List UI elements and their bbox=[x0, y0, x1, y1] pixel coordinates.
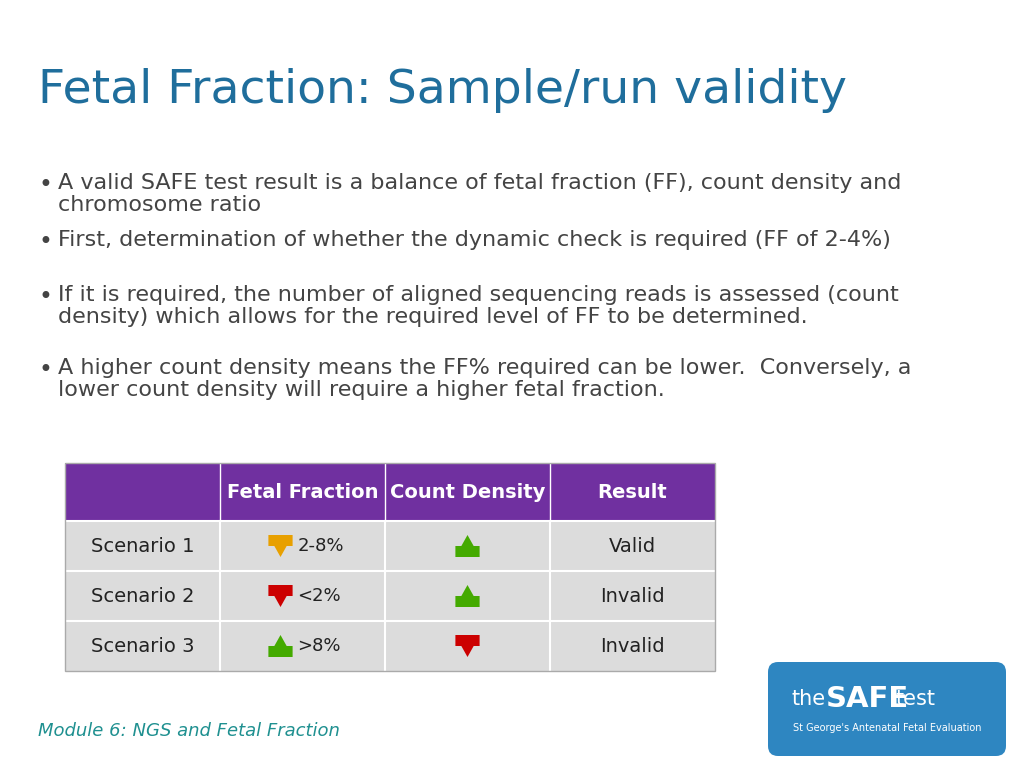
FancyBboxPatch shape bbox=[65, 463, 715, 521]
Text: If it is required, the number of aligned sequencing reads is assessed (count: If it is required, the number of aligned… bbox=[58, 285, 899, 305]
Text: SAFE: SAFE bbox=[826, 685, 909, 713]
Text: First, determination of whether the dynamic check is required (FF of 2-4%): First, determination of whether the dyna… bbox=[58, 230, 891, 250]
Text: Invalid: Invalid bbox=[600, 637, 665, 656]
Polygon shape bbox=[268, 585, 293, 607]
Text: lower count density will require a higher fetal fraction.: lower count density will require a highe… bbox=[58, 380, 665, 400]
Polygon shape bbox=[268, 535, 293, 557]
Polygon shape bbox=[456, 535, 479, 557]
FancyBboxPatch shape bbox=[65, 621, 715, 671]
Text: A higher count density means the FF% required can be lower.  Conversely, a: A higher count density means the FF% req… bbox=[58, 358, 911, 378]
Text: •: • bbox=[38, 173, 52, 197]
FancyBboxPatch shape bbox=[65, 571, 715, 621]
Text: Fetal Fraction: Fetal Fraction bbox=[226, 482, 378, 502]
Text: 2-8%: 2-8% bbox=[298, 537, 344, 555]
Text: Invalid: Invalid bbox=[600, 587, 665, 605]
Text: Scenario 1: Scenario 1 bbox=[91, 537, 195, 555]
Text: density) which allows for the required level of FF to be determined.: density) which allows for the required l… bbox=[58, 307, 808, 327]
FancyBboxPatch shape bbox=[768, 662, 1006, 756]
Text: test: test bbox=[896, 689, 936, 709]
Text: •: • bbox=[38, 285, 52, 309]
Text: Fetal Fraction: Sample/run validity: Fetal Fraction: Sample/run validity bbox=[38, 68, 847, 113]
Text: the: the bbox=[792, 689, 826, 709]
Polygon shape bbox=[456, 635, 479, 657]
Text: Result: Result bbox=[598, 482, 668, 502]
Text: •: • bbox=[38, 230, 52, 254]
Text: Module 6: NGS and Fetal Fraction: Module 6: NGS and Fetal Fraction bbox=[38, 722, 340, 740]
Text: Count Density: Count Density bbox=[390, 482, 545, 502]
Text: St George's Antenatal Fetal Evaluation: St George's Antenatal Fetal Evaluation bbox=[793, 723, 981, 733]
Text: Scenario 3: Scenario 3 bbox=[91, 637, 195, 656]
Text: chromosome ratio: chromosome ratio bbox=[58, 195, 261, 215]
Text: A valid SAFE test result is a balance of fetal fraction (FF), count density and: A valid SAFE test result is a balance of… bbox=[58, 173, 901, 193]
Text: <2%: <2% bbox=[298, 587, 341, 605]
Polygon shape bbox=[456, 585, 479, 607]
Text: Scenario 2: Scenario 2 bbox=[91, 587, 195, 605]
Text: •: • bbox=[38, 358, 52, 382]
Polygon shape bbox=[268, 635, 293, 657]
Text: Valid: Valid bbox=[609, 537, 656, 555]
FancyBboxPatch shape bbox=[65, 521, 715, 571]
Text: >8%: >8% bbox=[298, 637, 341, 655]
